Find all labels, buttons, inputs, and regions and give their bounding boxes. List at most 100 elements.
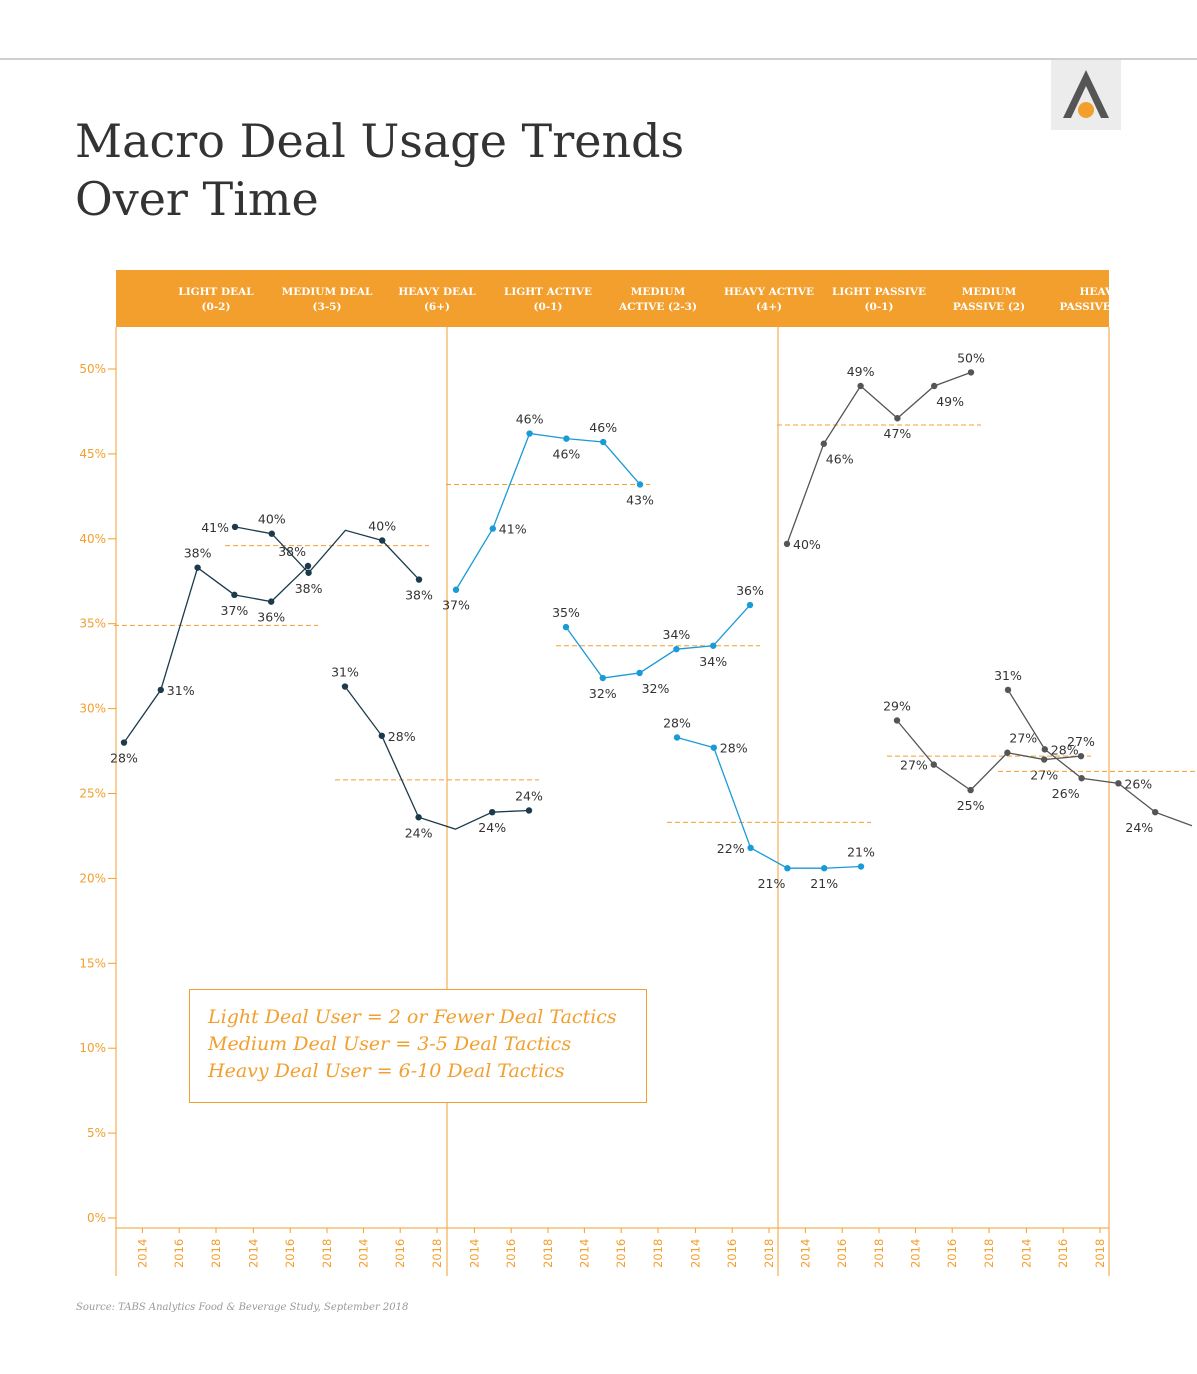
data-label: 49%	[936, 394, 964, 409]
x-tick-label: 2014	[688, 1239, 702, 1268]
segment-header-label: (0-1)	[865, 301, 894, 313]
legend-notes-box: Light Deal User = 2 or Fewer Deal Tactic…	[189, 989, 647, 1103]
data-label: 25%	[957, 798, 985, 813]
x-tick-label: 2014	[1019, 1239, 1033, 1268]
data-point	[415, 576, 423, 583]
x-tick-label: 2016	[504, 1239, 518, 1268]
x-tick-label: 2018	[651, 1239, 665, 1268]
data-point	[1004, 686, 1012, 694]
data-point	[1152, 808, 1159, 816]
x-tick-label: 2016	[393, 1239, 407, 1268]
data-point	[305, 569, 312, 576]
data-label: 38%	[295, 581, 323, 596]
y-tick-label: 0%	[87, 1211, 106, 1225]
segment-header-label: LIGHT PASSIVE	[832, 286, 926, 298]
y-tick-label: 35%	[79, 617, 106, 631]
data-point	[783, 540, 791, 548]
segment-header-label: MEDIUM	[962, 286, 1017, 298]
title-line-1: Macro Deal Usage Trends	[75, 114, 685, 168]
x-tick-label: 2016	[283, 1239, 297, 1268]
data-point	[931, 382, 938, 390]
data-label: 31%	[167, 683, 195, 698]
data-point	[930, 761, 937, 768]
data-label: 24%	[405, 825, 433, 840]
y-tick-label: 40%	[79, 532, 106, 546]
data-label: 22%	[717, 841, 745, 856]
data-point	[636, 669, 643, 677]
x-tick-label: 2018	[762, 1239, 776, 1268]
data-point	[710, 744, 717, 751]
data-label: 28%	[110, 751, 138, 766]
x-tick-label: 2014	[246, 1239, 260, 1268]
data-label: 50%	[957, 350, 985, 365]
segment-header-label: MEDIUM	[631, 286, 686, 298]
data-label: 21%	[810, 876, 838, 891]
x-tick-label: 2014	[577, 1239, 591, 1268]
data-label: 26%	[1052, 786, 1080, 801]
data-label: 40%	[258, 512, 286, 527]
series-line	[234, 526, 420, 580]
data-point	[636, 481, 644, 488]
data-point	[820, 440, 827, 447]
data-label: 35%	[552, 605, 580, 620]
data-point	[600, 438, 607, 446]
data-label: 29%	[883, 698, 911, 713]
series-line	[1007, 689, 1193, 827]
data-label: 36%	[257, 610, 285, 625]
x-tick-label: 2014	[356, 1239, 370, 1268]
segment-header-label: (0-1)	[534, 301, 563, 313]
data-label: 41%	[201, 520, 229, 535]
data-label: 32%	[642, 681, 670, 696]
y-tick-label: 15%	[79, 956, 106, 970]
data-point	[231, 523, 239, 531]
data-point	[268, 530, 275, 537]
segment-header-label: LIGHT ACTIVE	[504, 286, 592, 298]
segment-header-label: (6+)	[424, 301, 450, 313]
data-point	[157, 686, 164, 694]
data-label: 21%	[758, 876, 786, 891]
data-point	[710, 642, 717, 649]
data-point	[821, 865, 828, 872]
x-tick-label: 2018	[872, 1239, 886, 1268]
data-label: 26%	[1124, 776, 1152, 791]
segment-header-label: HEAVY	[1080, 286, 1121, 298]
data-point	[415, 814, 422, 821]
data-label: 27%	[1030, 768, 1058, 783]
y-tick-label: 25%	[79, 787, 106, 801]
data-label: 28%	[720, 741, 748, 756]
data-point	[599, 674, 606, 682]
data-label: 27%	[1067, 734, 1095, 749]
data-point	[673, 734, 681, 741]
x-tick-label: 2014	[798, 1239, 812, 1268]
data-point	[784, 865, 791, 872]
data-label: 37%	[442, 598, 470, 613]
data-point	[857, 382, 864, 390]
data-label: 28%	[1051, 742, 1079, 757]
data-point	[378, 732, 385, 739]
data-label: 32%	[589, 686, 617, 701]
data-label: 38%	[278, 544, 306, 559]
data-label: 46%	[553, 447, 581, 462]
segment-header-label: (0-2)	[202, 301, 231, 313]
x-tick-label: 2018	[209, 1239, 223, 1268]
data-point	[231, 591, 238, 599]
title-line-2: Over Time	[75, 172, 319, 226]
data-label: 40%	[368, 518, 396, 533]
y-tick-label: 10%	[79, 1041, 106, 1055]
y-tick-label: 45%	[79, 447, 106, 461]
series-line	[344, 686, 530, 830]
data-point	[1004, 749, 1011, 756]
segment-header-label: (3-5)	[313, 301, 342, 313]
series-line	[455, 432, 641, 591]
x-tick-label: 2016	[945, 1239, 959, 1268]
y-tick-label: 50%	[79, 362, 106, 376]
x-tick-label: 2018	[982, 1239, 996, 1268]
data-label: 47%	[884, 426, 912, 441]
data-point	[268, 598, 275, 605]
source-note: Source: TABS Analytics Food & Beverage S…	[76, 1302, 409, 1313]
data-label: 34%	[699, 654, 727, 669]
data-point	[341, 683, 349, 690]
x-tick-label: 2014	[135, 1239, 149, 1268]
data-point	[746, 601, 754, 609]
